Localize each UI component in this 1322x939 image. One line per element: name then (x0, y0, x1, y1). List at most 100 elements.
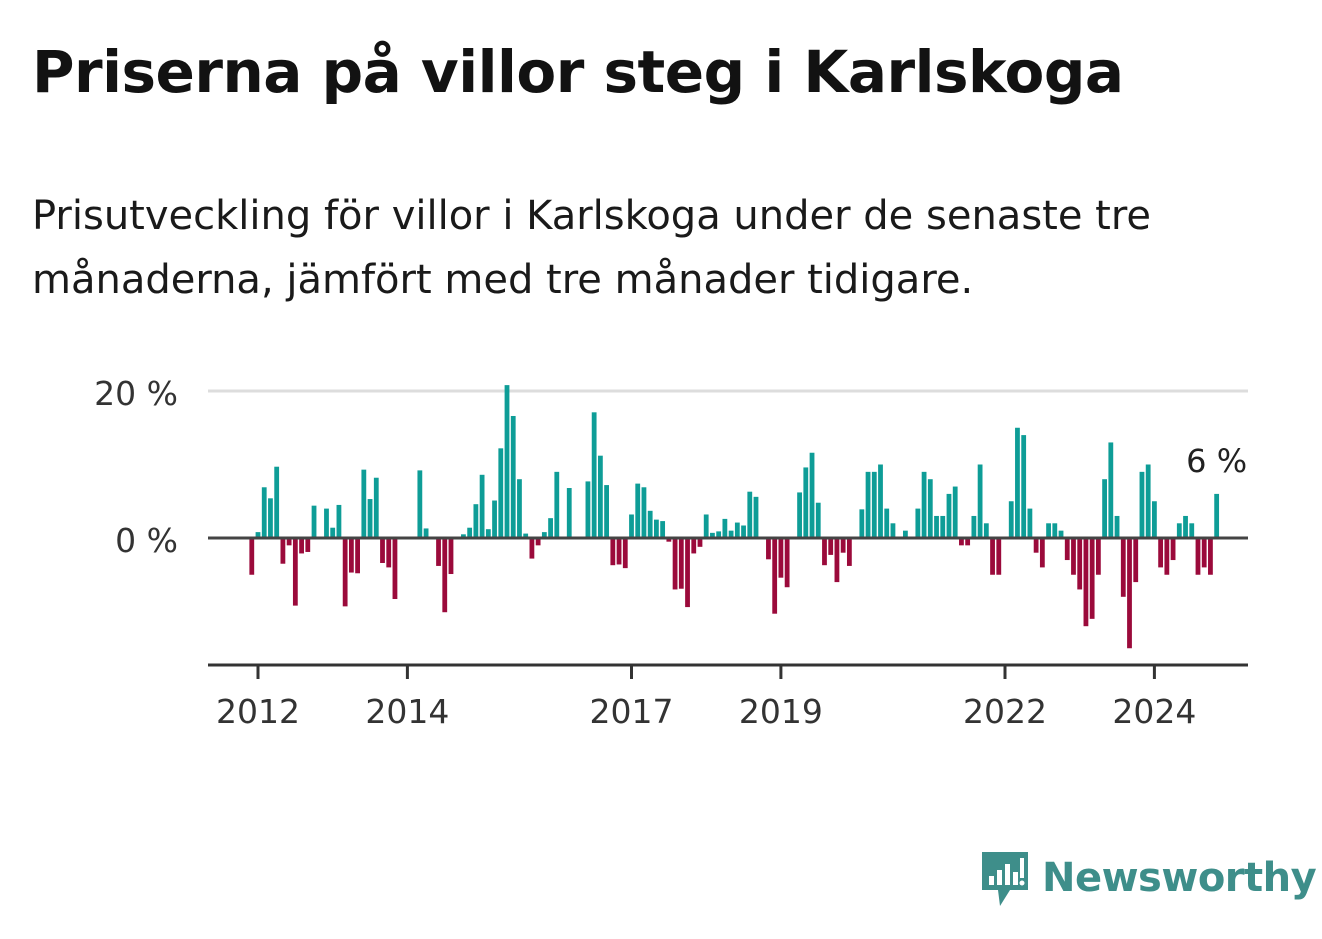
bar (504, 385, 510, 538)
bar (1046, 523, 1051, 538)
bar (878, 464, 883, 538)
bar (1139, 471, 1145, 538)
bar (1027, 508, 1033, 538)
y-tick-label-20: 20 % (94, 374, 178, 413)
bar (535, 538, 541, 546)
bar (672, 538, 678, 590)
bar (629, 514, 634, 538)
bar (348, 538, 354, 573)
bar (342, 538, 348, 607)
bar (1108, 442, 1114, 538)
y-tick-label-0: 0 % (115, 521, 178, 560)
bar (554, 471, 560, 538)
bar (840, 538, 846, 553)
bar (367, 499, 373, 538)
bar (884, 508, 890, 538)
bar (380, 538, 385, 563)
bar (934, 515, 939, 538)
bar (591, 412, 597, 538)
x-tick-label: 2012 (216, 692, 300, 731)
bar (597, 455, 603, 538)
bar (946, 493, 952, 538)
bar (797, 492, 802, 538)
bar (1102, 479, 1107, 538)
bar (485, 529, 491, 538)
bar (710, 532, 715, 538)
bar (741, 525, 746, 538)
bar (952, 486, 958, 538)
bar (355, 538, 360, 574)
bar (1114, 515, 1120, 538)
bar (529, 538, 535, 559)
bar (523, 533, 529, 538)
x-tick-label: 2022 (963, 692, 1047, 731)
bar (828, 538, 834, 555)
bar (324, 508, 329, 538)
bar (467, 527, 473, 538)
bar (423, 528, 429, 538)
bar (697, 538, 703, 547)
bar (1120, 538, 1126, 597)
bar (1183, 515, 1188, 538)
bar (871, 471, 877, 538)
bar (1152, 501, 1157, 538)
bar (1145, 464, 1151, 538)
bar (803, 467, 809, 538)
bar-chart: 2012 2014 2017 2019 2022 2024 20 % 0 % 6 % (94, 374, 1248, 731)
bar (660, 521, 666, 538)
bars-group (249, 385, 1220, 649)
bar (927, 479, 933, 538)
bar (261, 487, 267, 538)
bar (361, 469, 367, 538)
bar (940, 515, 946, 538)
bar (635, 483, 641, 538)
x-ticks-group: 2012 2014 2017 2019 2022 2024 (216, 665, 1196, 731)
bar (809, 452, 815, 538)
bar (392, 538, 398, 600)
x-tick-label: 2019 (739, 692, 823, 731)
bar (1158, 538, 1164, 568)
brand-name: Newsworthy (1042, 855, 1317, 901)
bar (1189, 523, 1195, 538)
bar (647, 510, 653, 539)
bar (1208, 538, 1213, 575)
bar (996, 538, 1002, 575)
bar (311, 505, 317, 538)
bar (865, 471, 871, 538)
bar (815, 502, 821, 538)
bar (479, 474, 485, 538)
bar (1008, 501, 1014, 538)
bar (716, 531, 722, 538)
bar (846, 538, 852, 566)
bar (1089, 538, 1095, 619)
bar (1095, 538, 1101, 575)
bar (1133, 538, 1139, 583)
bar (280, 538, 286, 564)
bar (747, 491, 753, 538)
bar (1052, 523, 1058, 538)
bar (734, 522, 740, 538)
bar (1201, 538, 1207, 568)
bar (566, 488, 572, 538)
bar (548, 518, 553, 538)
bar (299, 538, 304, 554)
bar (772, 538, 778, 614)
last-value-label: 6 % (1186, 442, 1247, 480)
bar (510, 415, 516, 538)
bar (616, 538, 622, 565)
bar (1164, 538, 1170, 575)
chart-title: Priserna på villor steg i Karlskoga (32, 38, 1124, 106)
bar (274, 466, 280, 538)
bar (1214, 493, 1220, 538)
bar (461, 534, 466, 538)
newsworthy-logo-icon (982, 852, 1028, 906)
bar (292, 538, 298, 606)
bar (1058, 530, 1064, 538)
bar (965, 538, 971, 546)
bar (685, 538, 690, 608)
x-tick-label: 2017 (590, 692, 674, 731)
bar (286, 538, 292, 546)
bar (436, 538, 441, 566)
bar (498, 448, 504, 538)
bar (1083, 538, 1089, 627)
